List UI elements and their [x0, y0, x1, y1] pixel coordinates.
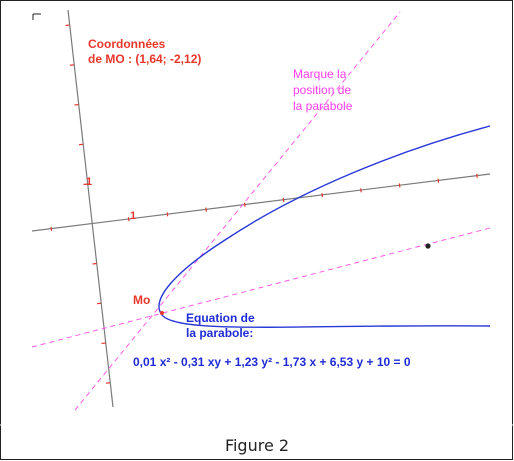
- coordinates-label-line1: Coordonnées: [88, 37, 166, 51]
- equation-title-line1: Equation de: [186, 311, 255, 325]
- x-axis: [31, 173, 491, 232]
- equation-text: 0,01 x² - 0,31 xy + 1,23 y² - 1,73 x + 6…: [133, 355, 411, 369]
- marker-label-line2: position de: [293, 83, 351, 97]
- marker-label-line1: Marque la: [293, 67, 347, 81]
- figure-caption: Figure 2: [225, 436, 289, 455]
- parabola-axis-guide: [74, 11, 401, 411]
- parabola-tangent-guide: [31, 227, 491, 348]
- equation-title-line2: la parabole:: [186, 326, 253, 340]
- y-axis: [67, 9, 114, 408]
- x-tick-label-1: 1: [130, 210, 136, 222]
- y-tick-label-1: 1: [86, 176, 92, 188]
- corner-mark: [32, 13, 41, 20]
- marker-label-line3: la parabole: [293, 99, 353, 113]
- coordinates-label-line2: de MO : (1,64; -2,12): [88, 52, 201, 66]
- point-mo-label: Mo: [133, 293, 150, 307]
- x-axis-ticks: [50, 173, 478, 231]
- parabola-curve: [158, 125, 491, 328]
- y-axis-ticks: [65, 24, 111, 384]
- black-point: [425, 243, 431, 249]
- vertex-point-mo: [160, 311, 164, 315]
